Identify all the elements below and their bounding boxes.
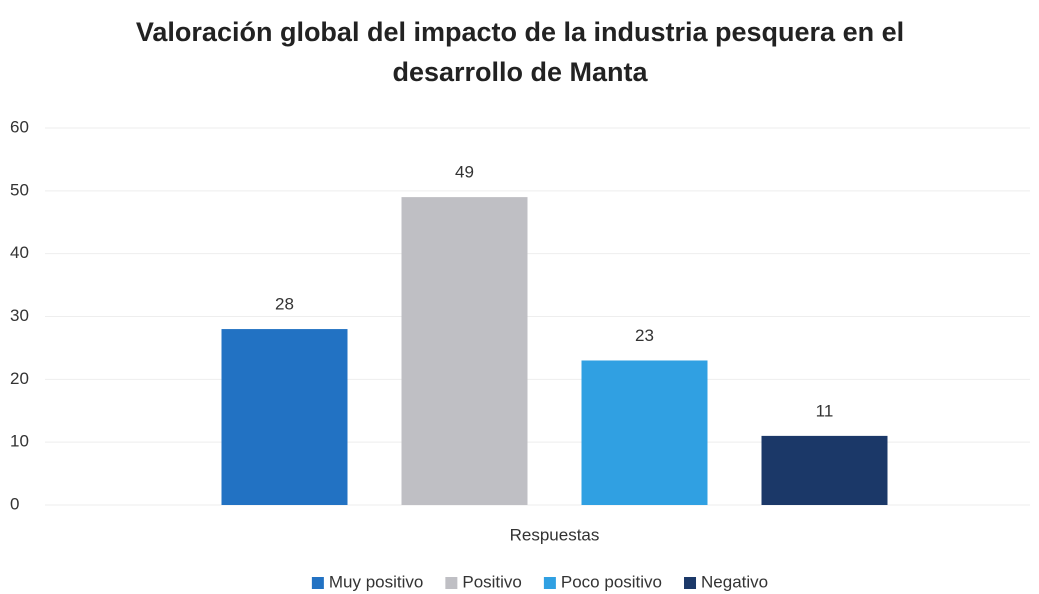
data-label: 23 [635,326,654,345]
y-tick-label: 30 [10,306,29,325]
bar [581,360,708,505]
y-tick-label: 10 [10,432,29,451]
data-label: 28 [275,295,294,314]
legend-label: Negativo [701,572,768,591]
bar [221,329,348,505]
y-tick-label: 40 [10,243,29,262]
legend-swatch [311,577,324,589]
data-label: 49 [455,163,474,182]
y-tick-label: 20 [10,369,29,388]
y-tick-label: 50 [10,180,29,199]
legend-swatch [684,577,697,589]
data-label: 11 [816,401,834,420]
y-tick-label: 0 [10,494,19,513]
legend-label: Poco positivo [561,572,662,591]
legend-swatch [445,577,458,589]
y-tick-label: 60 [10,117,29,136]
legend-label: Positivo [462,572,522,591]
chart-title: Valoración global del impacto de la indu… [135,17,905,87]
legend-swatch [543,577,556,589]
bar [401,197,528,505]
bar [761,435,888,505]
x-tick-label: Respuestas [510,525,600,544]
legend: Muy positivo Positivo Poco positivo Negativ… [311,572,768,591]
legend-label: Muy positivo [329,572,423,591]
